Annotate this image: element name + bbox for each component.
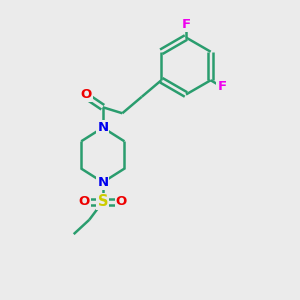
Text: N: N	[97, 121, 108, 134]
Text: O: O	[81, 88, 92, 101]
Text: O: O	[79, 195, 90, 208]
Text: F: F	[218, 80, 226, 93]
Text: N: N	[97, 176, 108, 189]
Text: O: O	[116, 195, 127, 208]
Text: S: S	[98, 194, 108, 209]
Text: F: F	[182, 17, 190, 31]
